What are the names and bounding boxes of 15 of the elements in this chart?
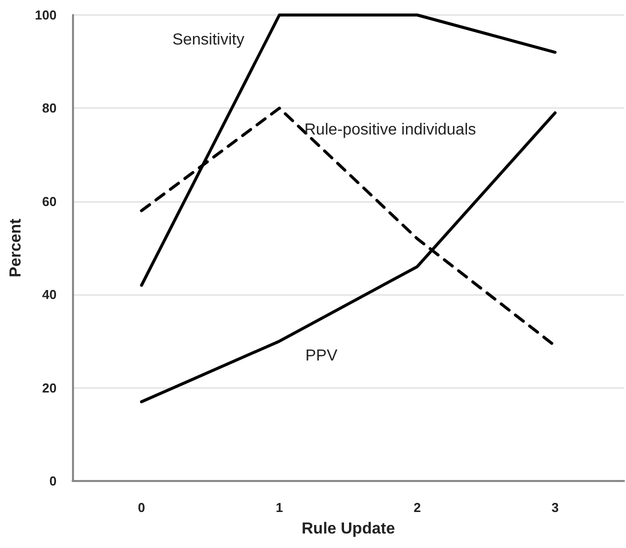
x-tick-label: 3: [551, 500, 559, 515]
y-tick-label: 100: [34, 8, 57, 22]
x-axis-title: Rule Update: [302, 520, 396, 538]
series-label: PPV: [305, 348, 338, 365]
y-axis-title: Percent: [8, 218, 24, 278]
y-tick-label: 80: [42, 100, 57, 116]
y-tick-label: 20: [42, 380, 57, 396]
series-label: Rule-positive individuals: [304, 122, 476, 139]
x-tick-label: 0: [138, 500, 146, 515]
y-tick-label: 0: [49, 474, 57, 488]
y-tick-label: 60: [42, 194, 57, 209]
x-tick-label: 1: [276, 500, 283, 515]
x-tick-label: 2: [414, 500, 421, 515]
series-label: Sensitivity: [172, 32, 244, 48]
y-tick-label: 40: [42, 287, 57, 302]
